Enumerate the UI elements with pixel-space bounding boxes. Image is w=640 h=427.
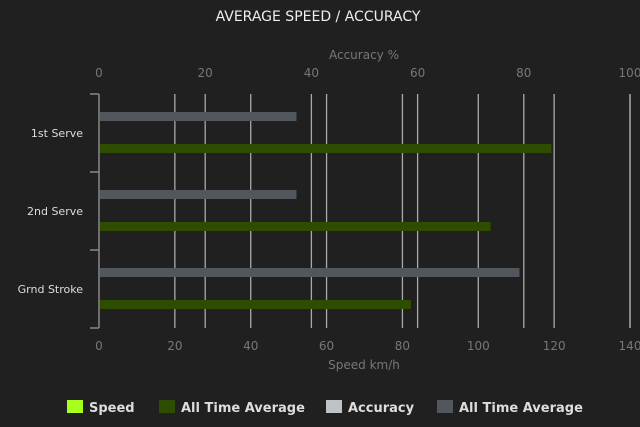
accuracy-average-bar <box>100 112 297 121</box>
legend-label: All Time Average <box>459 401 583 416</box>
bottom-tick-label: 0 <box>95 339 103 353</box>
category-label: Grnd Stroke <box>18 283 84 296</box>
top-tick-label: 40 <box>304 66 319 80</box>
bottom-tick-label: 120 <box>543 339 566 353</box>
top-tick-label: 60 <box>410 66 425 80</box>
bottom-tick-label: 60 <box>319 339 334 353</box>
legend-label: All Time Average <box>181 401 305 416</box>
bottom-tick-label: 140 <box>619 339 640 353</box>
speed-average-bar <box>100 222 491 231</box>
legend-swatch <box>159 400 175 413</box>
bottom-tick-label: 40 <box>243 339 258 353</box>
accuracy-average-bar <box>100 268 520 277</box>
bottom-tick-label: 80 <box>395 339 410 353</box>
speed-average-bar <box>100 300 412 309</box>
bottom-tick-label: 100 <box>467 339 490 353</box>
top-tick-label: 0 <box>95 66 103 80</box>
legend-swatch <box>437 400 453 413</box>
bottom-tick-label: 20 <box>167 339 182 353</box>
category-label: 2nd Serve <box>27 205 83 218</box>
top-axis-label: Accuracy % <box>329 48 399 62</box>
legend-label: Accuracy <box>348 401 415 416</box>
top-tick-label: 80 <box>516 66 531 80</box>
legend-swatch <box>67 400 83 413</box>
bottom-axis-label: Speed km/h <box>328 358 400 372</box>
top-tick-label: 20 <box>198 66 213 80</box>
top-tick-label: 100 <box>619 66 640 80</box>
legend-swatch <box>326 400 342 413</box>
legend-label: Speed <box>89 401 135 416</box>
chart-title: AVERAGE SPEED / ACCURACY <box>216 9 421 25</box>
accuracy-average-bar <box>100 190 297 199</box>
legend: Speed All Time Average Accuracy All Time Av… <box>67 400 583 416</box>
category-label: 1st Serve <box>31 127 83 140</box>
speed-average-bar <box>100 144 552 153</box>
